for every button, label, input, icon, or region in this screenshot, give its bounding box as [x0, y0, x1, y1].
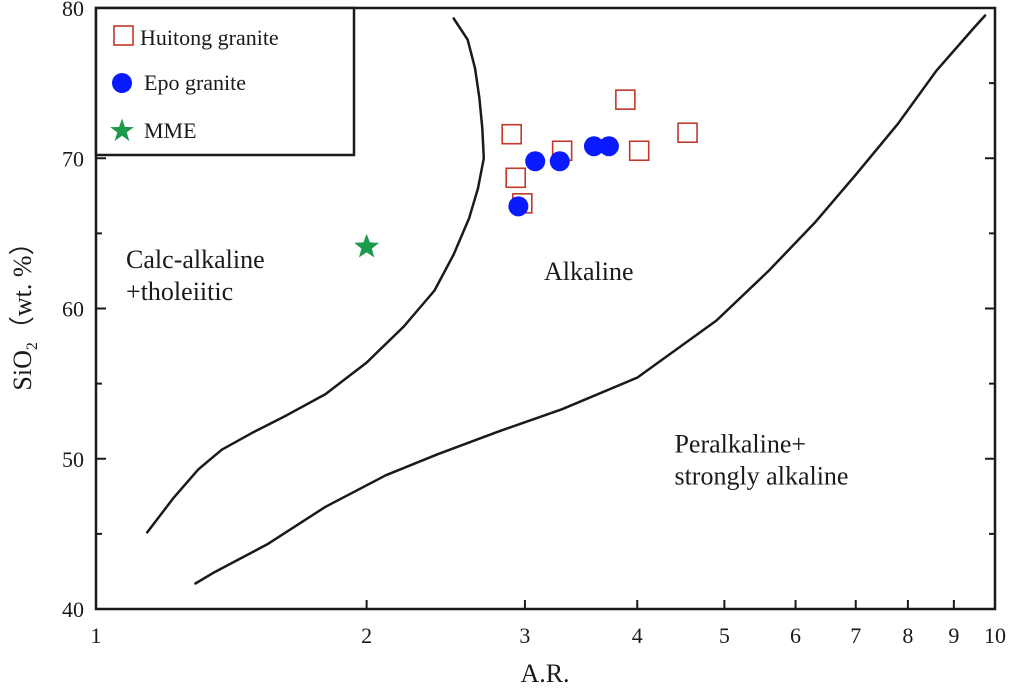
- x-tick-label: 9: [948, 623, 959, 648]
- x-tick-label: 1: [91, 623, 102, 648]
- y-axis-title-main: SiO: [8, 350, 37, 390]
- region-label-line: Calc-alkaline: [126, 245, 265, 274]
- boundary-curve-2: [194, 14, 987, 585]
- y-tick-label: 50: [62, 447, 84, 472]
- region-labels: Calc-alkaline +tholeiitic Alkaline Peralkal…: [126, 245, 848, 491]
- x-tick-label: 10: [984, 623, 1006, 648]
- region-label-line: Alkaline: [544, 257, 634, 286]
- region-label-line: Peralkaline+: [674, 430, 806, 459]
- y-axis-title: SiO2（wt. %）: [8, 229, 41, 390]
- point-huitong-granite: [501, 123, 522, 145]
- axis-ticks: 1 2 3 4 5 6 7 8 9 10 40 50 60 70 80: [62, 0, 1006, 648]
- y-axis-title-units: （wt. %）: [8, 229, 37, 342]
- point-huitong-granite: [677, 122, 698, 144]
- legend-box: [94, 6, 356, 157]
- region-label-line: strongly alkaline: [674, 462, 848, 491]
- region-label-3: Peralkaline+ strongly alkaline: [674, 430, 848, 491]
- legend-label-epo-granite: Epo granite: [144, 70, 246, 95]
- x-tick-label: 8: [902, 623, 913, 648]
- plot-area-group: Calc-alkaline +tholeiitic Alkaline Peralkal…: [62, 0, 1006, 648]
- legend-label-mme: MME: [144, 118, 197, 143]
- point-epo-granite: [508, 196, 529, 217]
- y-axis-title-sub: 2: [24, 342, 41, 350]
- point-epo-granite: [549, 151, 570, 172]
- data-points: [354, 89, 698, 258]
- region-label-line: +tholeiitic: [126, 277, 233, 306]
- y-tick-label: 40: [62, 597, 84, 622]
- x-tick-label: 6: [790, 623, 801, 648]
- legend: Huitong granite Epo granite MME: [94, 6, 356, 157]
- legend-marker-epo-granite: [112, 73, 132, 93]
- point-epo-granite: [598, 136, 619, 157]
- region-label-1: Calc-alkaline +tholeiitic: [126, 245, 265, 306]
- x-axis-title: A.R.: [520, 659, 569, 688]
- point-huitong-granite: [628, 140, 650, 162]
- y-tick-label: 60: [62, 297, 84, 322]
- boundary-curves: [145, 14, 987, 585]
- x-tick-label: 2: [361, 623, 372, 648]
- legend-marker-huitong-granite: [113, 25, 134, 46]
- x-tick-label: 5: [719, 623, 730, 648]
- x-tick-label: 3: [519, 623, 530, 648]
- point-huitong-granite: [615, 89, 636, 110]
- x-tick-label: 4: [632, 623, 643, 648]
- region-label-2: Alkaline: [544, 257, 634, 286]
- point-huitong-granite: [505, 167, 527, 189]
- legend-marker-mme: [110, 118, 134, 141]
- point-epo-granite: [525, 151, 546, 172]
- y-tick-label: 80: [62, 0, 84, 21]
- boundary-curve-1: [145, 17, 486, 534]
- x-tick-label: 7: [850, 623, 861, 648]
- y-tick-label: 70: [62, 146, 84, 171]
- legend-label-huitong-granite: Huitong granite: [140, 25, 279, 50]
- point-epo-granite: [583, 136, 604, 157]
- point-mme: [354, 233, 379, 258]
